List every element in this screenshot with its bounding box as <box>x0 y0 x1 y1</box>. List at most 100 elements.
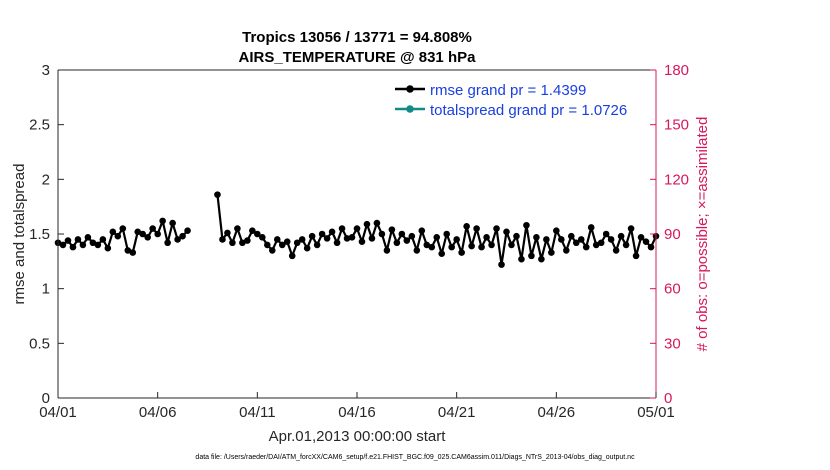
rmse-point <box>493 225 500 232</box>
rmse-point <box>224 229 231 237</box>
rmse-point <box>577 236 585 243</box>
rmse-point <box>463 223 470 230</box>
rmse-point <box>528 252 535 260</box>
y-left-tick-label: 1 <box>42 281 50 298</box>
chart-title: Tropics 13056 / 13771 = 94.808% <box>242 29 472 46</box>
x-tick-label: 04/21 <box>438 404 476 421</box>
rmse-point <box>59 241 67 249</box>
rmse-point <box>523 221 530 229</box>
rmse-point <box>483 233 490 241</box>
rmse-point <box>343 235 351 242</box>
x-axis-ticks: 04/01 04/06 04/11 04/16 04/21 04/26 05/01 <box>39 392 675 421</box>
rmse-point <box>363 220 371 228</box>
x-axis-label: Apr.01,2013 00:00:00 start <box>269 428 447 445</box>
rmse-point <box>647 243 655 251</box>
rmse-point <box>308 232 316 240</box>
rmse-point <box>338 225 346 232</box>
y-left-tick-label: 0.5 <box>29 335 50 352</box>
y-left-tick-label: 2.5 <box>29 117 50 134</box>
y-left-tick-label: 0 <box>42 390 50 407</box>
y-left-ticks: 0 0.5 1 1.5 2 2.5 3 <box>29 62 64 407</box>
rmse-point <box>513 232 520 240</box>
y-right-tick-label: 60 <box>664 281 681 298</box>
rmse-point <box>587 224 595 231</box>
legend: rmse grand pr = 1.4399 totalspread grand… <box>392 76 648 120</box>
rmse-point <box>478 243 485 251</box>
rmse-point <box>612 247 620 254</box>
y-left-tick-label: 3 <box>42 62 50 79</box>
rmse-point <box>398 230 406 238</box>
x-tick-label: 04/26 <box>538 404 576 421</box>
rmse-point <box>533 233 540 241</box>
rmse-point <box>184 227 191 235</box>
y-left-tick-label: 1.5 <box>29 226 50 243</box>
rmse-point <box>328 228 336 236</box>
rmse-point <box>597 239 605 247</box>
rmse-point <box>453 236 460 243</box>
rmse-point <box>423 241 431 249</box>
rmse-point <box>473 225 480 232</box>
rmse-point <box>383 247 391 254</box>
y-axis-left-label: rmse and totalspread <box>11 164 28 305</box>
rmse-point <box>378 230 386 238</box>
rmse-point <box>149 225 156 232</box>
rmse-point <box>563 247 570 254</box>
rmse-point <box>403 237 411 244</box>
y-right-tick-label: 150 <box>664 117 689 134</box>
rmse-point <box>259 233 266 241</box>
rmse-point <box>214 191 221 198</box>
rmse-point <box>408 232 416 240</box>
rmse-point <box>388 226 396 233</box>
rmse-point <box>283 238 291 245</box>
rmse-point <box>244 237 251 244</box>
rmse-point <box>553 227 560 235</box>
rmse-point <box>169 219 176 227</box>
rmse-point <box>637 233 645 241</box>
rmse-point <box>124 247 132 254</box>
rmse-point <box>488 241 495 249</box>
rmse-point <box>627 225 635 232</box>
rmse-point <box>348 233 356 241</box>
legend-spread-marker <box>406 105 414 113</box>
rmse-point <box>303 244 311 252</box>
rmse-point <box>518 255 525 263</box>
rmse-point <box>229 239 236 247</box>
rmse-point <box>249 227 256 235</box>
rmse-point <box>508 241 515 249</box>
x-tick-label: 04/01 <box>39 404 77 421</box>
legend-rmse-label: rmse grand pr = 1.4399 <box>430 82 586 99</box>
rmse-point <box>358 238 366 245</box>
x-tick-label: 04/11 <box>239 404 275 421</box>
chart-subtitle: AIRS_TEMPERATURE @ 831 hPa <box>239 49 477 66</box>
rmse-point <box>278 241 286 249</box>
rmse-point <box>219 236 226 243</box>
rmse-point <box>154 230 161 238</box>
rmse-point <box>642 238 650 245</box>
y-right-ticks: 0 30 60 90 120 150 180 <box>650 62 689 407</box>
y-right-tick-label: 0 <box>664 390 672 407</box>
rmse-point <box>353 225 361 232</box>
rmse-point <box>268 247 276 254</box>
rmse-point <box>503 228 510 236</box>
legend-spread-label: totalspread grand pr = 1.0726 <box>430 102 627 119</box>
y-right-tick-label: 90 <box>664 226 681 243</box>
rmse-point <box>582 243 590 251</box>
rmse-point <box>543 236 550 243</box>
x-tick-label: 04/16 <box>338 404 376 421</box>
rmse-point <box>74 236 82 243</box>
rmse-point <box>273 236 281 243</box>
rmse-point <box>548 249 555 256</box>
rmse-point <box>368 235 376 242</box>
rmse-point <box>109 228 117 236</box>
rmse-point <box>264 241 271 249</box>
rmse-point <box>99 236 107 243</box>
rmse-point <box>458 249 465 256</box>
rmse-point <box>558 236 565 243</box>
rmse-point <box>119 225 127 232</box>
rmse-point <box>333 239 341 247</box>
rmse-point <box>234 225 241 232</box>
rmse-point <box>428 243 436 251</box>
legend-rmse-marker <box>406 85 414 93</box>
rmse-point <box>318 230 326 238</box>
